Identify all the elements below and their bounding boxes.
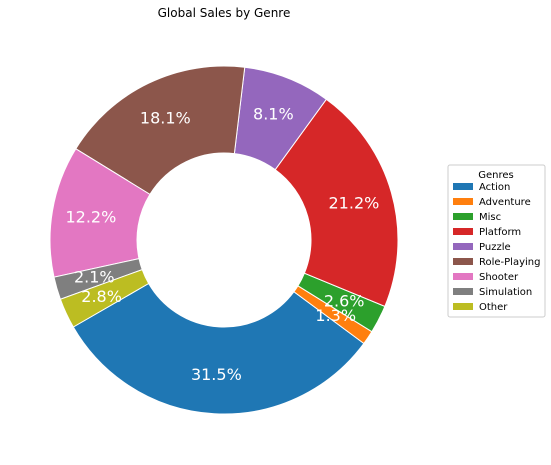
percent-label-shooter: 12.2% [65, 207, 116, 226]
chart-title: Global Sales by Genre [158, 6, 291, 20]
legend-label-shooter: Shooter [479, 272, 519, 283]
percent-label-platform: 21.2% [329, 193, 380, 212]
legend-swatch-shooter [453, 273, 473, 280]
slice-other [59, 268, 150, 328]
legend-swatch-puzzle [453, 243, 473, 250]
legend-swatch-other [453, 303, 473, 310]
legend-swatch-role-playing [453, 258, 473, 265]
legend-swatch-adventure [453, 198, 473, 205]
legend-items: Action Adventure Misc Platform Puzzle Role-Pl… [453, 182, 540, 313]
percent-label-adventure: 1.3% [315, 306, 356, 325]
legend-swatch-action [453, 183, 473, 190]
legend-title: Genres [478, 170, 514, 181]
percent-label-action: 31.5% [191, 365, 242, 384]
legend-label-puzzle: Puzzle [479, 242, 511, 253]
percent-label-role-playing: 18.1% [140, 108, 191, 127]
legend-label-misc: Misc [479, 212, 501, 223]
legend-swatch-misc [453, 213, 473, 220]
percent-label-other: 2.8% [81, 287, 122, 306]
slice-role-playing [75, 65, 246, 196]
slices-group [49, 65, 399, 415]
percent-labels-group: 31.5% 1.3%2.6% 21.2% 8.1% 18.1% 12.2% 2.1%2.8% [65, 104, 379, 383]
percent-label-puzzle: 8.1% [253, 104, 294, 123]
legend-label-platform: Platform [479, 227, 521, 238]
slice-platform [274, 98, 399, 308]
legend-swatch-simulation [453, 288, 473, 295]
legend-label-action: Action [479, 182, 510, 193]
legend-label-adventure: Adventure [479, 197, 531, 208]
slice-action [72, 282, 365, 415]
percent-label-simulation: 2.1% [74, 267, 115, 286]
legend-label-role-playing: Role-Playing [479, 257, 540, 268]
legend-swatch-platform [453, 228, 473, 235]
legend-label-other: Other [479, 302, 508, 313]
legend-label-simulation: Simulation [479, 287, 532, 298]
legend: Genres Action Adventure Misc Platform Puzzle… [447, 164, 546, 318]
percent-label-misc: 2.6% [324, 292, 365, 311]
